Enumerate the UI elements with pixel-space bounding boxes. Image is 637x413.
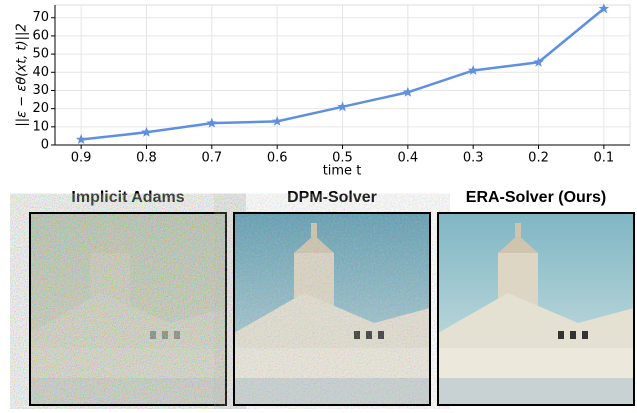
x-tick-label: 0.9 (71, 151, 92, 166)
x-tick-label: 0.1 (594, 151, 615, 166)
sample-image (233, 212, 431, 406)
sample-image (29, 212, 227, 406)
panel-caption: DPM-Solver (287, 189, 377, 206)
panel-caption: ERA-Solver (Ours) (466, 189, 606, 206)
x-tick-label: 0.7 (201, 151, 222, 166)
data-point (467, 64, 479, 75)
x-tick-label: 0.8 (136, 151, 157, 166)
sample-image (437, 212, 635, 406)
data-point (271, 115, 283, 126)
data-point (206, 117, 218, 128)
y-tick-label: 40 (32, 65, 49, 80)
data-point (402, 86, 414, 97)
y-tick-label: 20 (32, 101, 49, 116)
x-tick-label: 0.4 (397, 151, 418, 166)
y-tick-label: 10 (32, 119, 49, 134)
x-tick-label: 0.3 (463, 151, 484, 166)
y-tick-label: 60 (32, 28, 49, 43)
x-tick-label: 0.5 (332, 151, 353, 166)
y-tick-label: 50 (32, 47, 49, 62)
x-tick-label: 0.6 (267, 151, 288, 166)
panel-caption: Implicit Adams (71, 189, 184, 206)
x-tick-label: 0.2 (528, 151, 549, 166)
y-tick-label: 0 (41, 138, 49, 153)
data-point (337, 101, 348, 112)
data-point (75, 134, 87, 144)
y-tick-label: 70 (32, 10, 49, 25)
y-tick-label: 30 (32, 83, 49, 98)
data-point (533, 56, 544, 67)
y-axis-label: ||ε − εθ(xt, t)||2 (15, 23, 30, 126)
data-point (141, 126, 152, 137)
data-point (598, 3, 610, 14)
x-axis-label: time t (323, 164, 362, 179)
